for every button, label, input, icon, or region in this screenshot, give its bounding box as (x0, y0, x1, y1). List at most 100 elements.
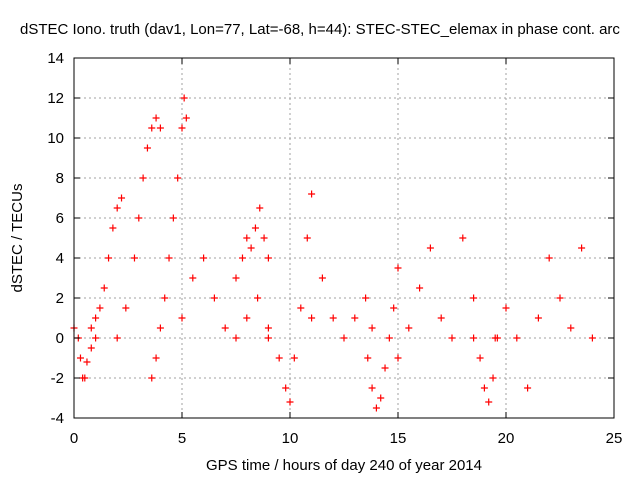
data-point (232, 274, 240, 282)
data-point (275, 354, 283, 362)
x-tick-label: 25 (606, 430, 623, 447)
data-point (405, 324, 413, 332)
data-point (567, 324, 575, 332)
data-point (189, 274, 197, 282)
data-point (308, 190, 316, 198)
series-arc-11 (470, 334, 501, 406)
data-point (448, 334, 456, 342)
data-point (377, 394, 385, 402)
data-point (100, 284, 108, 292)
y-tick-label: -4 (51, 410, 64, 427)
data-point (174, 174, 182, 182)
data-point (362, 294, 370, 302)
data-point (264, 324, 272, 332)
data-point (303, 234, 311, 242)
y-tick-label: 4 (56, 250, 64, 267)
data-point (470, 334, 478, 342)
x-axis-label: GPS time / hours of day 240 of year 2014 (206, 457, 482, 474)
data-point (200, 254, 208, 262)
y-tick-label: 0 (56, 330, 64, 347)
data-point (139, 174, 147, 182)
data-point (485, 398, 493, 406)
data-point (372, 404, 380, 412)
data-point (87, 344, 95, 352)
data-point (318, 274, 326, 282)
series-arc-08 (308, 274, 376, 342)
data-point (113, 334, 121, 342)
data-point (83, 358, 91, 366)
data-point (340, 334, 348, 342)
x-tick-label: 0 (70, 430, 78, 447)
data-point (502, 304, 510, 312)
data-point (152, 354, 160, 362)
plot-series (70, 94, 596, 412)
data-point (381, 364, 389, 372)
data-point (135, 214, 143, 222)
data-point (394, 264, 402, 272)
y-tick-label: 6 (56, 210, 64, 227)
data-point (96, 304, 104, 312)
data-point (524, 384, 532, 392)
x-tick-label: 5 (178, 430, 186, 447)
data-point (232, 334, 240, 342)
data-point (210, 294, 218, 302)
data-point (254, 294, 262, 302)
series-arc-07 (264, 190, 316, 406)
data-point (534, 314, 542, 322)
series-arc-04 (148, 94, 190, 382)
data-point (148, 374, 156, 382)
data-point (476, 354, 484, 362)
data-point (178, 124, 186, 132)
y-tick-label: 12 (47, 90, 64, 107)
data-point (368, 384, 376, 392)
data-point (480, 384, 488, 392)
data-point (545, 254, 553, 262)
data-point (156, 124, 164, 132)
y-tick-label: 14 (47, 50, 64, 67)
data-point (556, 294, 564, 302)
data-point (329, 314, 337, 322)
data-point (459, 234, 467, 242)
data-point (308, 314, 316, 322)
data-point (161, 294, 169, 302)
x-tick-label: 15 (390, 430, 407, 447)
data-point (297, 304, 305, 312)
x-tick-label: 20 (498, 430, 515, 447)
data-point (178, 314, 186, 322)
data-point (165, 254, 173, 262)
data-point (247, 244, 255, 252)
data-point (251, 224, 259, 232)
data-point (513, 334, 521, 342)
y-axis-label: dSTEC / TECUs (9, 184, 26, 293)
data-point (264, 334, 272, 342)
plot-frame (73, 57, 615, 419)
data-point (105, 254, 113, 262)
series-arc-03 (113, 114, 164, 342)
data-point (394, 354, 402, 362)
series-arc-02 (87, 194, 126, 332)
y-tick-label: 10 (47, 130, 64, 147)
data-point (470, 294, 478, 302)
data-point (109, 224, 117, 232)
data-point (156, 324, 164, 332)
data-point (122, 304, 130, 312)
data-point (426, 244, 434, 252)
x-tick-label: 10 (282, 430, 299, 447)
series-arc-09 (364, 264, 402, 412)
data-point (489, 374, 497, 382)
data-point (152, 114, 160, 122)
series-arc-06 (232, 204, 272, 282)
data-point (282, 384, 290, 392)
chart-title: dSTEC Iono. truth (dav1, Lon=77, Lat=-68… (20, 21, 620, 38)
data-point (130, 254, 138, 262)
data-point (243, 314, 251, 322)
data-point (416, 284, 424, 292)
data-point (243, 234, 251, 242)
series-arc-01 (70, 324, 100, 382)
data-point (169, 214, 177, 222)
data-point (92, 314, 100, 322)
data-point (76, 354, 84, 362)
axis-ticks: 0 5 10 15 20 25 -4 -2 0 2 4 6 8 10 12 14 (47, 50, 622, 447)
data-point (92, 334, 100, 342)
